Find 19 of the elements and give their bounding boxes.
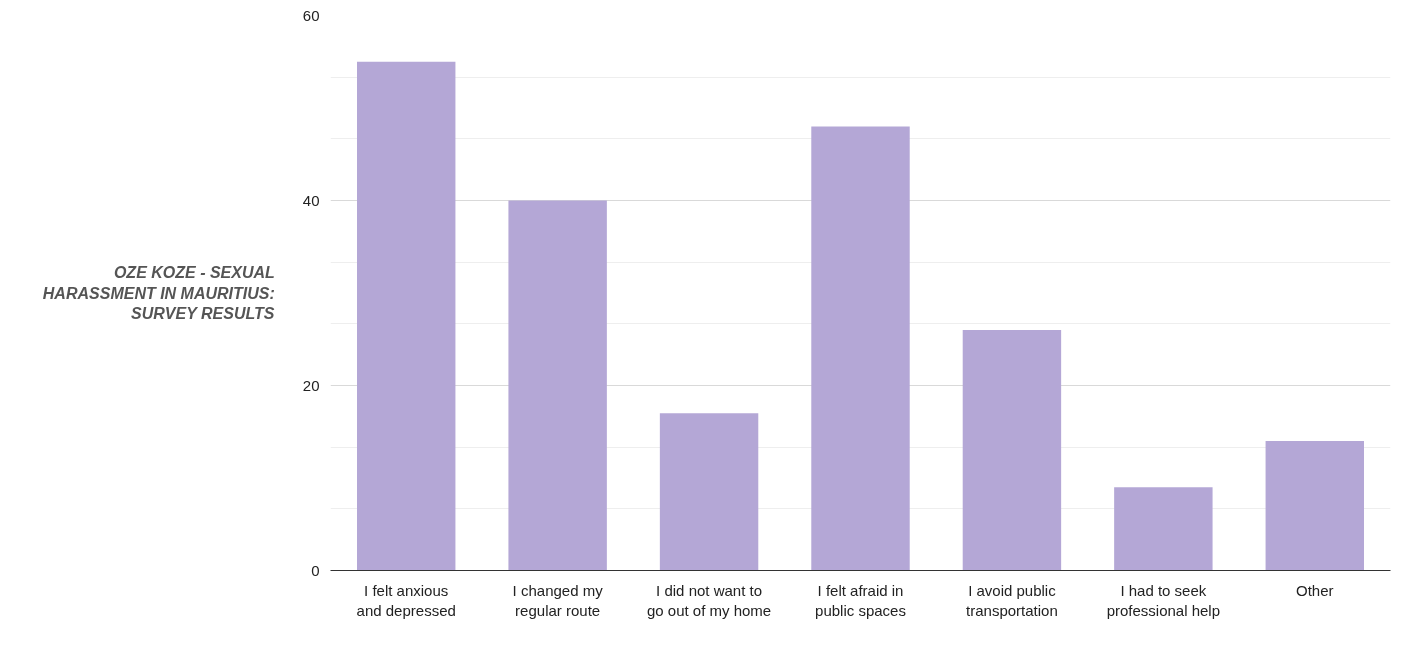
- bar: [1114, 487, 1213, 571]
- y-axis-title: OZE KOZE - SEXUAL HARASSMENT IN MAURITIUS: SURVEY RESULTS: [42, 264, 275, 322]
- bar: [811, 126, 910, 571]
- y-tick-label: 20: [302, 376, 320, 394]
- x-tick-label: I avoid public transportation: [966, 581, 1058, 619]
- x-tick-label: Other: [1296, 581, 1334, 599]
- y-tick-label: 60: [302, 6, 320, 24]
- x-tick-label: I did not want to go out of my home: [646, 581, 772, 619]
- bar: [357, 61, 456, 571]
- x-tick-label: I changed my regular route: [512, 581, 604, 619]
- bar: [962, 330, 1062, 571]
- y-tick-label: 0: [311, 561, 320, 579]
- bar: [1265, 441, 1364, 571]
- x-tick-label: I felt anxious and depressed: [356, 581, 456, 619]
- y-tick-label: 40: [302, 191, 320, 209]
- x-tick-label: I felt afraid in public spaces: [815, 581, 906, 619]
- x-tick-label: I had to seek professional help: [1106, 581, 1221, 619]
- bar: [659, 413, 759, 571]
- bar: [508, 200, 607, 571]
